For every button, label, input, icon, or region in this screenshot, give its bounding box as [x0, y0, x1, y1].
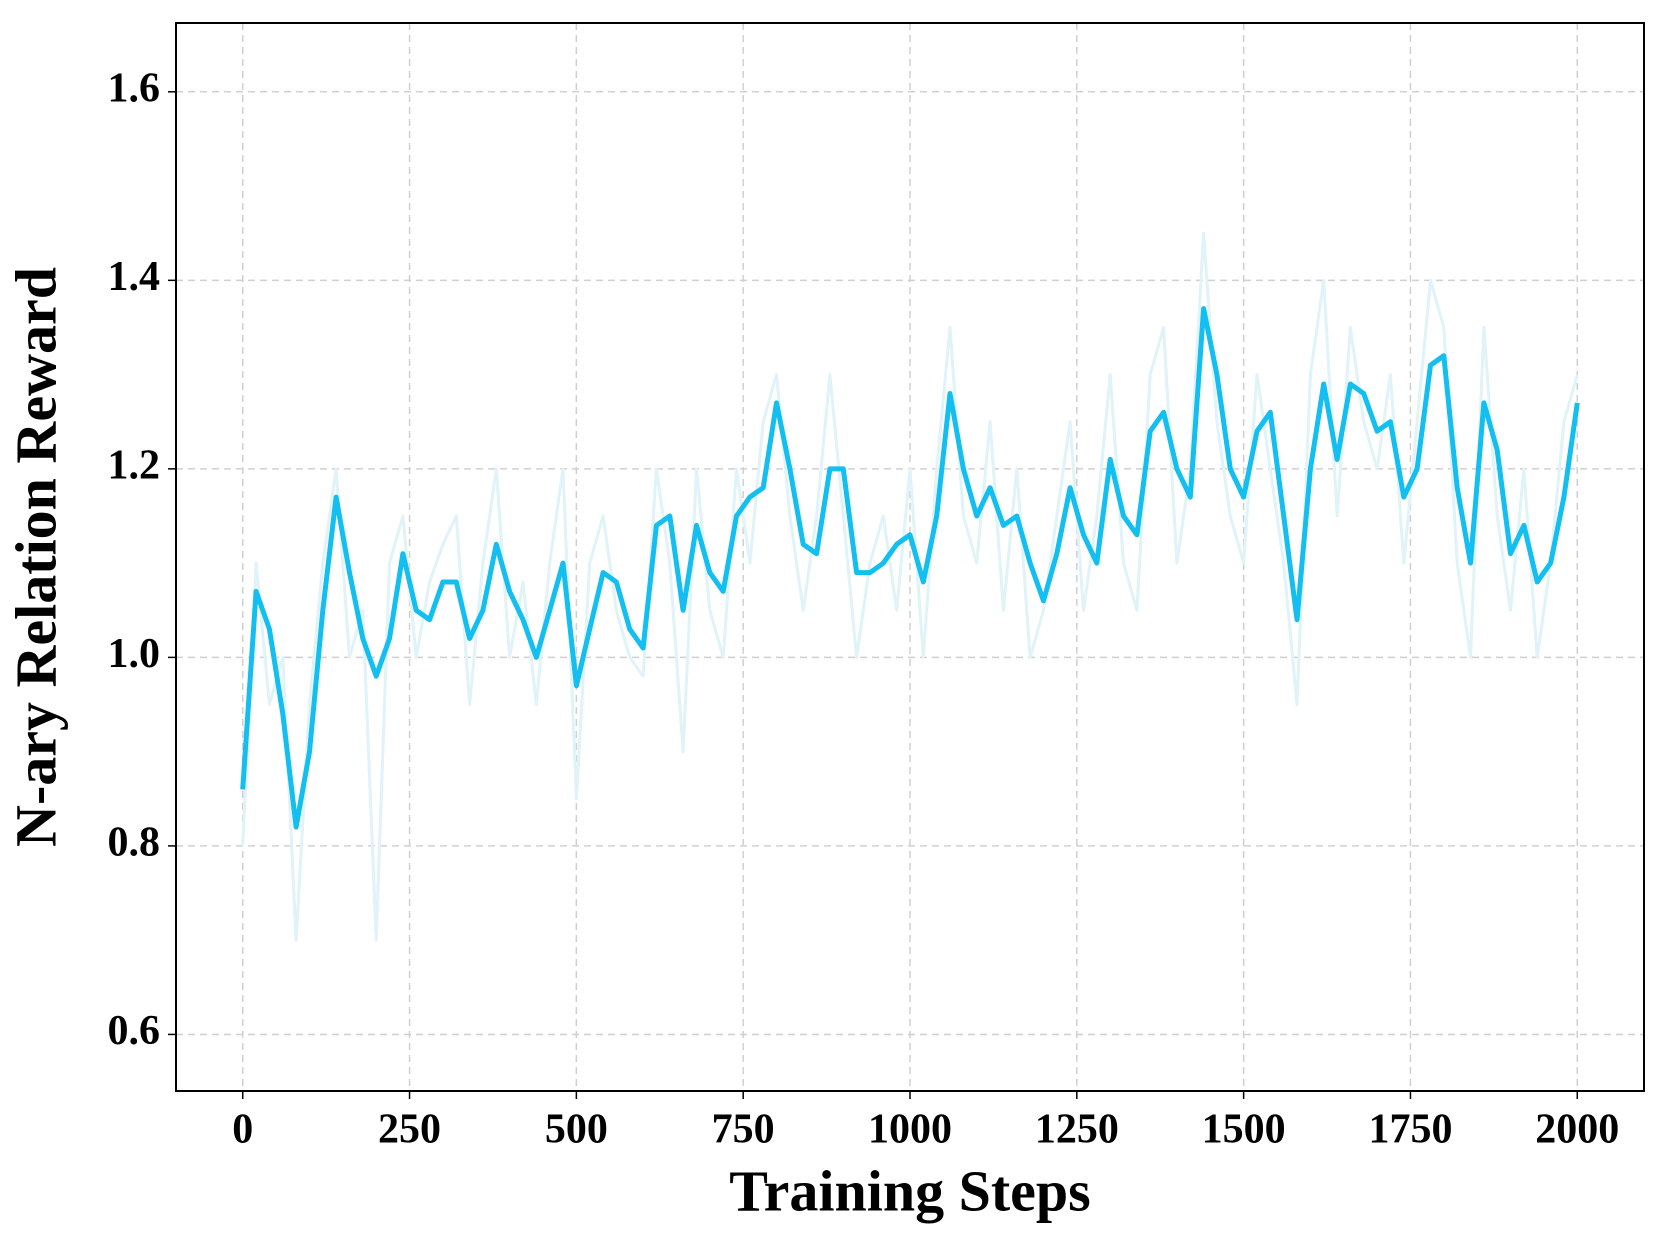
x-tick-label: 250 — [378, 1107, 441, 1153]
x-tick-label: 1250 — [1035, 1107, 1119, 1153]
y-tick-label: 0.8 — [108, 820, 161, 866]
x-tick-label: 1500 — [1202, 1107, 1286, 1153]
x-tick-label: 500 — [545, 1107, 608, 1153]
plot-frame — [175, 22, 1645, 1092]
y-tick-label: 1.4 — [108, 254, 161, 300]
x-tick-label: 750 — [712, 1107, 775, 1153]
y-axis-label: N-ary Relation Reward — [3, 267, 68, 847]
x-tick-label: 0 — [232, 1107, 253, 1153]
line-series — [240, 306, 1580, 830]
y-tick-label: 1.0 — [108, 631, 161, 677]
x-tick-label: 1750 — [1368, 1107, 1452, 1153]
x-axis-label: Training Steps — [729, 1158, 1091, 1223]
x-tick-label: 2000 — [1535, 1107, 1619, 1153]
y-tick-label: 0.6 — [108, 1008, 161, 1054]
x-tick-label: 1000 — [868, 1107, 952, 1153]
y-tick-label: 1.2 — [108, 443, 161, 489]
y-tick-label: 1.6 — [108, 65, 161, 111]
line-series — [241, 231, 1579, 942]
